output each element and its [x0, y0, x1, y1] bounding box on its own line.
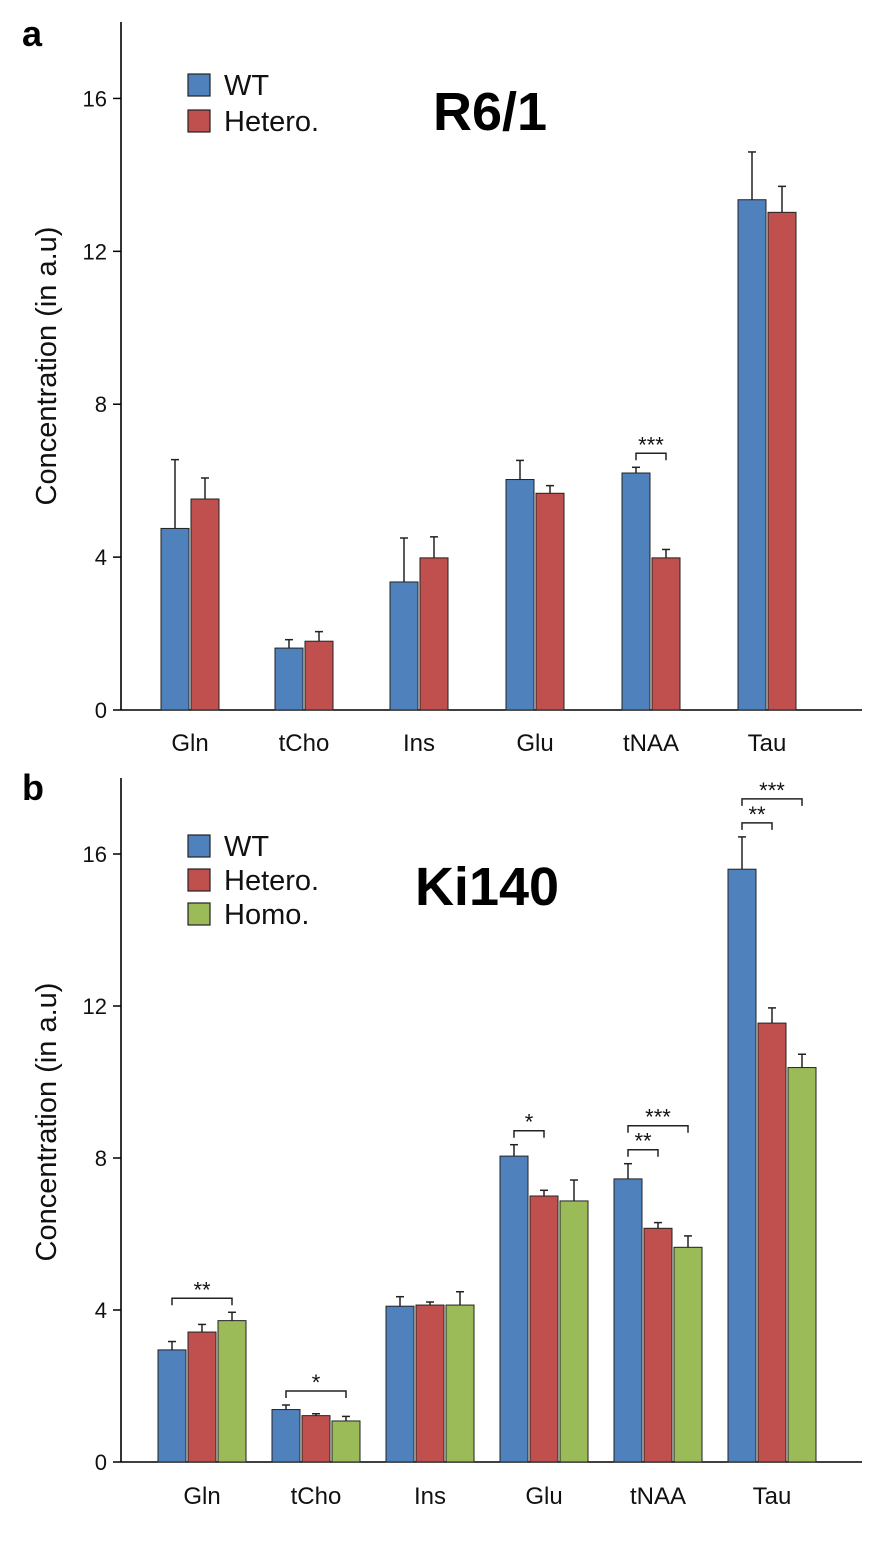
bar-wt-tau: [737, 199, 767, 711]
legend-label-wt: WT: [224, 70, 269, 102]
legend-label-hetero: Hetero.: [224, 106, 319, 138]
bar-hetero-tnaa: [651, 557, 681, 711]
y-axis-label: Concentration (in a.u): [31, 983, 63, 1262]
legend: WT Hetero.: [187, 70, 319, 138]
x-tick-label-tnaa: tNAA: [630, 1483, 686, 1510]
bar-homo-glu: [559, 1200, 589, 1463]
y-tick-label: 8: [95, 1146, 107, 1171]
legend-swatch-hetero: [187, 868, 211, 892]
bar-wt-ins: [385, 1305, 415, 1463]
significance-label-tcho-0: *: [312, 1370, 321, 1395]
y-tick-label: 16: [83, 842, 107, 867]
x-tick-label-tcho: tCho: [291, 1483, 342, 1510]
significance-label-tau-0: **: [748, 802, 766, 827]
bar-hetero-tau: [757, 1022, 787, 1463]
significance-label-tnaa-1: ***: [645, 1105, 671, 1130]
significance-label-tnaa-0: **: [634, 1129, 652, 1154]
legend-swatch-homo: [187, 902, 211, 926]
significance-bracket-tnaa-0: [635, 452, 667, 461]
significance-label-glu-0: *: [525, 1110, 534, 1135]
x-tick-label-tcho: tCho: [279, 730, 330, 757]
y-tick-label: 4: [95, 1298, 107, 1323]
legend-label-hetero: Hetero.: [224, 865, 319, 897]
chart-title: R6/1: [433, 82, 547, 142]
bar-wt-glu: [505, 479, 535, 711]
bar-hetero-ins: [419, 557, 449, 711]
x-tick-label-tau: Tau: [748, 730, 787, 757]
significance-bracket-tnaa-0: [627, 1148, 659, 1157]
y-tick-label: 0: [95, 1450, 107, 1475]
bar-hetero-tnaa: [643, 1227, 673, 1463]
bar-hetero-gln: [190, 498, 220, 711]
bar-wt-ins: [389, 581, 419, 711]
significance-label-tau-1: ***: [759, 778, 785, 803]
panel-label: a: [22, 13, 43, 54]
y-tick-label: 0: [95, 698, 107, 723]
bar-hetero-glu: [535, 492, 565, 711]
significance-bracket-tcho-0: [285, 1390, 347, 1398]
bar-hetero-tcho: [301, 1415, 331, 1463]
significance-bracket-tnaa-1: [627, 1124, 689, 1133]
y-tick-label: 4: [95, 545, 107, 570]
significance-bracket-gln-0: [171, 1297, 233, 1306]
y-tick-label: 8: [95, 392, 107, 417]
chart-title: Ki140: [415, 857, 559, 917]
bar-homo-ins: [445, 1304, 475, 1463]
bar-hetero-gln: [187, 1331, 217, 1463]
x-tick-label-glu: Glu: [525, 1483, 562, 1510]
bar-homo-gln: [217, 1320, 247, 1463]
x-tick-label-tau: Tau: [753, 1483, 792, 1510]
bar-wt-glu: [499, 1155, 529, 1463]
bar-hetero-tau: [767, 211, 797, 711]
x-tick-label-tnaa: tNAA: [623, 730, 679, 757]
significance-label-gln-0: **: [193, 1277, 211, 1302]
legend-swatch-wt: [187, 73, 211, 97]
bar-hetero-ins: [415, 1304, 445, 1463]
bar-wt-tnaa: [621, 472, 651, 711]
legend-label-wt: WT: [224, 831, 269, 863]
significance-bracket-glu-0: [513, 1129, 545, 1138]
bar-wt-tau: [727, 868, 757, 1463]
x-tick-label-glu: Glu: [516, 730, 553, 757]
y-axis-label: Concentration (in a.u): [31, 227, 63, 506]
significance-bracket-tau-0: [741, 822, 773, 830]
y-tick-label: 12: [83, 994, 107, 1019]
panel-b: 0 4 8 12 16 Concentration (in a.u) b Ki140 Gln tC…: [22, 767, 862, 1510]
x-tick-label-gln: Gln: [171, 730, 208, 757]
bar-homo-tnaa: [673, 1246, 703, 1463]
x-tick-label-ins: Ins: [403, 730, 435, 757]
bar-wt-tcho: [274, 647, 304, 711]
bar-homo-tcho: [331, 1420, 361, 1463]
panel-label: b: [22, 767, 44, 808]
panel-a: 0 4 8 12 16 Concentration (in a.u) a R6/1 Gln tCh…: [22, 13, 862, 757]
significance-label-tnaa-0: ***: [638, 432, 664, 457]
significance-bracket-tau-1: [741, 798, 803, 806]
bar-hetero-tcho: [304, 640, 334, 711]
bar-hetero-glu: [529, 1195, 559, 1463]
legend-swatch-hetero: [187, 109, 211, 133]
x-tick-label-gln: Gln: [183, 1483, 220, 1510]
bar-wt-gln: [160, 527, 190, 711]
x-tick-label-ins: Ins: [414, 1483, 446, 1510]
bar-wt-tnaa: [613, 1178, 643, 1463]
y-tick-label: 16: [83, 86, 107, 111]
bar-homo-tau: [787, 1067, 817, 1463]
bar-wt-tcho: [271, 1409, 301, 1463]
bar-wt-gln: [157, 1349, 187, 1463]
legend-swatch-wt: [187, 834, 211, 858]
y-tick-label: 12: [83, 239, 107, 264]
legend-label-homo: Homo.: [224, 899, 309, 931]
